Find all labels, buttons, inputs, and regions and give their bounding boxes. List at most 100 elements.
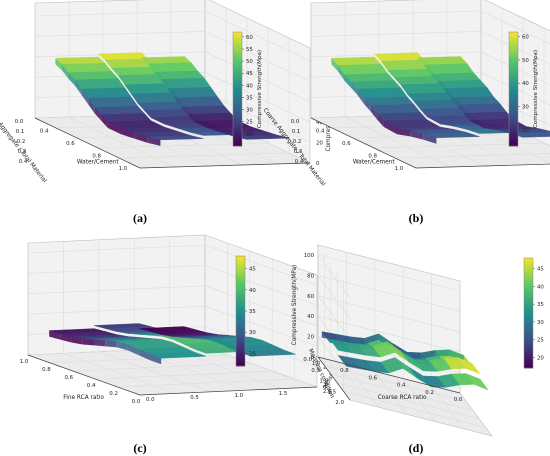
y-tick-label: 0.2 (293, 139, 302, 145)
colorbar-step (236, 313, 245, 317)
colorbar-step (509, 140, 518, 144)
panel-c: 1.00.80.60.40.20.00.00.51.01.52.00204060… (20, 234, 353, 405)
y-tick-label: 0.0 (15, 119, 24, 125)
colorbar-step (509, 66, 518, 70)
colorbar-step (233, 63, 242, 67)
z-grid-line (27, 244, 206, 254)
z-tick-label: 40 (307, 314, 314, 320)
y-tick-label: 0.1 (292, 129, 301, 135)
z-grid-line (317, 336, 351, 380)
colorbar-step (524, 258, 533, 262)
colorbar-tick-label: 20 (522, 128, 529, 134)
colorbar-step (236, 305, 245, 309)
colorbar-step (509, 126, 518, 130)
colorbar-step (524, 296, 533, 300)
colorbar-step (524, 340, 533, 344)
x-axis-label: Water/Cement (353, 160, 396, 166)
colorbar-step (524, 271, 533, 275)
z-tick-label: 60 (307, 294, 314, 300)
colorbar-tick-label: 20 (537, 355, 544, 361)
grid-line (117, 378, 295, 388)
colorbar-step (233, 69, 242, 73)
z-grid-line (204, 71, 311, 123)
x-tick-label: 0.4 (87, 383, 96, 389)
colorbar-step (509, 57, 518, 61)
panel-b-caption: (b) (409, 211, 424, 225)
colorbar-step (524, 293, 533, 297)
colorbar-step (509, 97, 518, 101)
colorbar-step (524, 307, 533, 311)
colorbar-label: Compressive Strength(Mpa) (257, 50, 263, 128)
colorbar-tick-label: 30 (537, 320, 544, 326)
colorbar-step (509, 43, 518, 47)
colorbar-step (236, 316, 245, 320)
colorbar-step (236, 341, 245, 345)
surface-facet (465, 373, 489, 391)
colorbar-tick-label: 20 (246, 132, 253, 138)
surface-skirt (435, 349, 450, 357)
colorbar-step (509, 117, 518, 121)
colorbar-step (524, 337, 533, 341)
grid-line (402, 378, 436, 422)
colorbar-step (509, 49, 518, 53)
colorbar-step (233, 34, 242, 39)
colorbar-step (524, 321, 533, 325)
x-tick-label: 0.4 (40, 128, 49, 134)
y-axis-line (415, 163, 550, 169)
colorbar-step (509, 86, 518, 90)
z-grid-line (310, 10, 482, 17)
colorbar-step (509, 123, 518, 127)
z-grid-line (204, 346, 318, 388)
y-tick-label: 2.0 (323, 389, 332, 395)
y-tick-label: 0.3 (18, 149, 27, 155)
colorbar-step (233, 37, 242, 41)
panel-d-caption: (d) (409, 441, 424, 455)
surface-skirt (336, 334, 351, 343)
colorbar-step (524, 299, 533, 303)
colorbar-label: Compressive Strength(Mpa) (533, 50, 539, 128)
x-axis-label: Water/Cement (77, 160, 120, 166)
colorbar-step (524, 302, 533, 306)
colorbar-tick-label: 35 (246, 95, 253, 101)
z-grid-line (204, 285, 318, 327)
colorbar-step (236, 261, 245, 265)
colorbar-step (524, 274, 533, 278)
colorbar-step (524, 263, 533, 267)
surface-skirt (421, 350, 436, 359)
surface-facet (74, 78, 126, 90)
surface-skirt (397, 128, 411, 137)
surface-skirt (60, 333, 72, 343)
colorbar-step (236, 346, 245, 350)
colorbar-frame (508, 31, 519, 147)
colorbar-tick-label: 30 (246, 108, 253, 114)
colorbar-step (509, 106, 518, 110)
x-axis-label: Fine RCA ratio (63, 395, 104, 401)
grid-line (344, 116, 451, 168)
colorbar-step (236, 330, 245, 334)
surface-skirt (147, 136, 161, 146)
colorbar-step (509, 134, 518, 138)
colorbar-step (236, 324, 245, 328)
z-grid-line (204, 10, 311, 62)
x-tick-label: 0.6 (65, 375, 74, 381)
y-tick-label: 0.4 (295, 159, 304, 165)
colorbar-step (509, 108, 518, 113)
x-tick-label: 0.0 (132, 399, 141, 405)
colorbar-tick-label: 45 (246, 71, 253, 77)
colorbar-step (524, 329, 533, 333)
surface-facet (337, 63, 388, 75)
colorbar-step (233, 131, 242, 135)
x-axis-line (27, 354, 141, 396)
colorbar-step (236, 278, 245, 282)
colorbar-step (509, 120, 518, 124)
z-grid-line (27, 305, 206, 315)
colorbar-step (233, 66, 242, 70)
colorbar-step (236, 280, 245, 284)
colorbar-step (233, 94, 242, 98)
colorbar-tick-label: 50 (246, 59, 253, 65)
y-tick-label: 1.0 (235, 393, 244, 399)
z-grid-line (204, 92, 311, 143)
colorbar-step (524, 365, 533, 369)
colorbar-step (524, 282, 533, 286)
